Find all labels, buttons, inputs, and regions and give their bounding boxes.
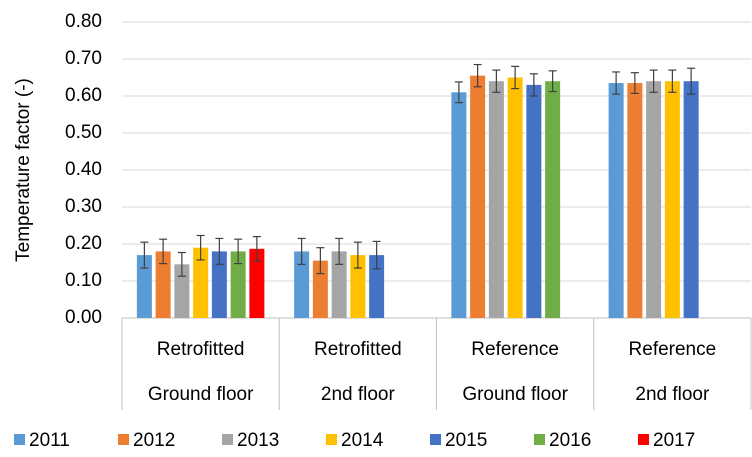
bar [507,77,523,318]
bar [369,255,385,318]
y-tick-label: 0.50 [65,122,102,143]
legend-swatch [118,434,129,445]
error-bar [196,234,205,261]
x-tick-label: Retrofitted [314,339,402,360]
bar [331,251,347,318]
error-bar [159,238,168,265]
y-tick-label: 0.10 [65,270,102,291]
bar [294,251,310,318]
bar [211,251,227,318]
bar [646,81,662,318]
error-bar [234,238,243,265]
y-axis-label: Temperature factor (-) [13,78,34,262]
x-tick-label: Retrofitted [157,339,245,360]
legend-swatch [14,434,25,445]
x-tick-label: Reference [629,339,717,360]
error-bar [372,240,381,270]
legend-swatch [430,434,441,445]
error-bar [335,237,344,265]
legend-swatch [222,434,233,445]
bar [230,251,246,318]
error-bar [612,71,621,95]
error-bar [687,67,696,95]
error-bar [668,69,677,93]
y-tick-label: 0.00 [65,307,102,328]
bar [627,83,643,318]
bar [155,251,171,318]
bar [174,264,190,318]
error-bar [353,241,362,269]
legend-label: 2014 [341,430,384,451]
y-tick-label: 0.30 [65,196,102,217]
bar [451,92,467,318]
error-bar [454,81,463,104]
y-tick-label: 0.60 [65,85,102,106]
error-bar [297,237,306,265]
legend-swatch [534,434,545,445]
error-bar [492,69,501,93]
legend-label: 2017 [653,430,695,451]
bar [350,255,366,318]
error-bar [316,247,325,275]
bar [193,247,209,318]
error-bar [511,65,520,90]
bar [664,81,680,318]
legend-swatch [638,434,649,445]
bar [470,75,486,319]
error-bar [649,69,658,93]
x-tick-label: Reference [471,339,559,360]
x-tick-label: 2nd floor [321,384,396,405]
bar [249,248,265,318]
error-bar [473,63,482,88]
bar [136,255,152,318]
x-tick-label: 2nd floor [635,384,710,405]
bar [545,81,561,318]
legend-label: 2015 [445,430,487,451]
x-tick-label: Ground floor [148,384,254,405]
error-bar [215,237,224,265]
error-bar [177,251,186,277]
legend-label: 2013 [237,430,279,451]
error-bar [252,236,261,262]
y-tick-label: 0.70 [65,48,102,69]
y-tick-label: 0.40 [65,159,102,180]
error-bar [529,73,538,97]
error-bar [140,241,149,269]
y-tick-label: 0.20 [65,233,102,254]
bar [312,260,328,318]
bar [526,84,542,319]
bar [488,81,504,318]
legend-swatch [326,434,337,445]
legend-label: 2011 [29,430,70,451]
bar [608,83,624,318]
legend-label: 2016 [549,430,591,451]
bar [683,81,699,318]
error-bar [630,72,639,95]
error-bar [548,70,557,93]
x-tick-label: Ground floor [462,384,568,405]
y-tick-label: 0.80 [65,11,102,32]
legend-label: 2012 [133,430,175,451]
